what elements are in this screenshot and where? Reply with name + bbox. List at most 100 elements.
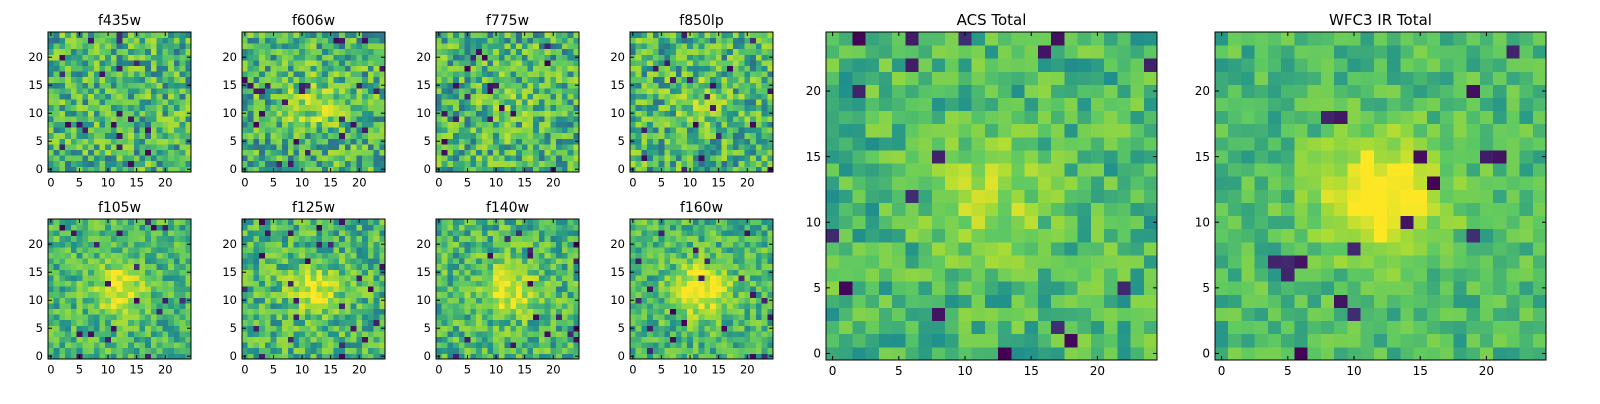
heatmap-cell (174, 155, 180, 161)
heatmap-cell (744, 94, 750, 100)
heatmap-cell (259, 303, 265, 309)
heatmap-cell (271, 161, 277, 167)
panel-title: f435w (98, 13, 141, 29)
heatmap-cell (282, 292, 288, 298)
heatmap-cell (459, 309, 465, 315)
heatmap-cell (733, 281, 739, 287)
heatmap-cell (568, 286, 574, 292)
heatmap-cell (305, 122, 311, 128)
heatmap-cell (453, 99, 459, 105)
heatmap-cell (151, 275, 157, 281)
heatmap-cell (322, 133, 328, 139)
heatmap-cell (442, 241, 448, 247)
heatmap-cell (704, 303, 710, 309)
heatmap-cell (305, 43, 311, 49)
heatmap-cell (562, 320, 568, 326)
heatmap-cell (670, 161, 676, 167)
heatmap-cell (670, 331, 676, 337)
heatmap-cell (328, 82, 334, 88)
heatmap-cell (505, 155, 511, 161)
heatmap-cell (117, 133, 123, 139)
heatmap-cell (573, 247, 579, 253)
heatmap-cell (573, 225, 579, 231)
heatmap-cell (122, 264, 128, 270)
heatmap-cell (65, 60, 71, 66)
heatmap-cell (499, 99, 505, 105)
heatmap-cell (54, 110, 60, 116)
heatmap-cell (368, 241, 374, 247)
heatmap-cell (653, 320, 659, 326)
heatmap-cell (522, 49, 528, 55)
heatmap-cell (276, 230, 282, 236)
heatmap-cell (516, 236, 522, 242)
heatmap-cell (681, 43, 687, 49)
y-tick-label: 5 (618, 134, 625, 148)
heatmap-cell (573, 342, 579, 348)
heatmap-cell (670, 325, 676, 331)
heatmap-cell (265, 348, 271, 354)
heatmap-cell (693, 325, 699, 331)
heatmap-cell (140, 342, 146, 348)
heatmap-cell (339, 127, 345, 133)
heatmap-cell (516, 342, 522, 348)
heatmap-cell (664, 88, 670, 94)
heatmap-cell (54, 71, 60, 77)
heatmap-cell (265, 253, 271, 259)
heatmap-cell (453, 32, 459, 38)
heatmap-cell (339, 230, 345, 236)
heatmap-cell (459, 230, 465, 236)
heatmap-cell (647, 155, 653, 161)
heatmap-cell (111, 337, 117, 343)
heatmap-cell (522, 122, 528, 128)
x-tick-label: 5 (464, 176, 471, 190)
heatmap-cell (722, 49, 728, 55)
heatmap-cell (162, 348, 168, 354)
heatmap-cell (562, 325, 568, 331)
heatmap-cell (670, 144, 676, 150)
heatmap-cell (362, 138, 368, 144)
heatmap-cell (362, 161, 368, 167)
heatmap-cell (493, 320, 499, 326)
heatmap-cell (568, 71, 574, 77)
heatmap-cell (465, 105, 471, 111)
heatmap-cell (82, 286, 88, 292)
heatmap-cell (248, 94, 254, 100)
heatmap-cell (111, 116, 117, 122)
heatmap-cell (704, 82, 710, 88)
heatmap-cell (533, 60, 539, 66)
heatmap-cell (265, 225, 271, 231)
heatmap-cell (311, 161, 317, 167)
heatmap-cell (282, 225, 288, 231)
heatmap-cell (739, 138, 745, 144)
heatmap-cell (693, 281, 699, 287)
heatmap-cell (82, 94, 88, 100)
heatmap-cell (476, 230, 482, 236)
heatmap-cell (345, 236, 351, 242)
heatmap-cell (379, 77, 385, 83)
heatmap-cell (516, 320, 522, 326)
heatmap-cell (253, 303, 259, 309)
heatmap-cell (288, 342, 294, 348)
heatmap-cell (316, 292, 322, 298)
heatmap-cell (465, 161, 471, 167)
heatmap-cell (436, 60, 442, 66)
heatmap-cell (356, 314, 362, 320)
heatmap-cell (533, 253, 539, 259)
heatmap-cell (65, 110, 71, 116)
heatmap-cell (442, 54, 448, 60)
heatmap-cell (641, 281, 647, 287)
heatmap-cell (351, 253, 357, 259)
heatmap-cell (128, 269, 134, 275)
heatmap-cell (664, 133, 670, 139)
heatmap-cell (722, 309, 728, 315)
heatmap-cell (528, 150, 534, 156)
heatmap-cell (248, 82, 254, 88)
heatmap-cell (374, 230, 380, 236)
heatmap-cell (282, 286, 288, 292)
heatmap-cell (151, 94, 157, 100)
heatmap-cell (733, 77, 739, 83)
heatmap-cell (767, 66, 773, 72)
heatmap-cell (482, 88, 488, 94)
heatmap-cell (459, 331, 465, 337)
heatmap-cell (88, 258, 94, 264)
